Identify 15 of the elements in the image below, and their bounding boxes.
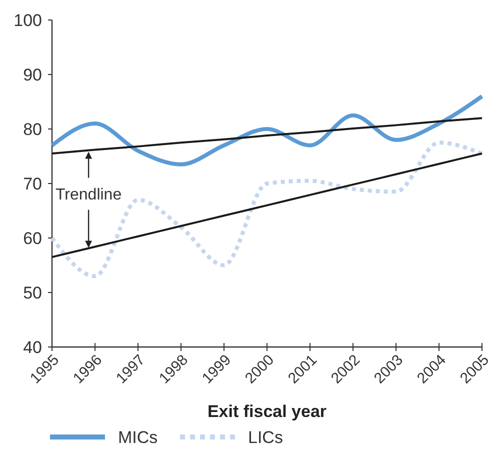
y-tick-label: 70 — [23, 174, 42, 194]
legend-label: MICs — [118, 428, 158, 447]
legend-label: LICs — [248, 428, 283, 447]
y-tick-label: 40 — [23, 338, 42, 357]
y-tick-label: 80 — [23, 120, 42, 139]
y-tick-label: 50 — [23, 283, 42, 302]
line-series — [50, 140, 484, 278]
line-series — [51, 117, 483, 155]
annotation: Trendline — [55, 186, 122, 204]
line-series — [50, 94, 484, 166]
y-tick-label: 100 — [14, 10, 42, 30]
x-axis-title: Exit fiscal year — [207, 402, 327, 421]
y-tick-label: 60 — [23, 228, 42, 248]
y-tick-label: 90 — [23, 65, 42, 84]
line-series — [51, 152, 483, 258]
